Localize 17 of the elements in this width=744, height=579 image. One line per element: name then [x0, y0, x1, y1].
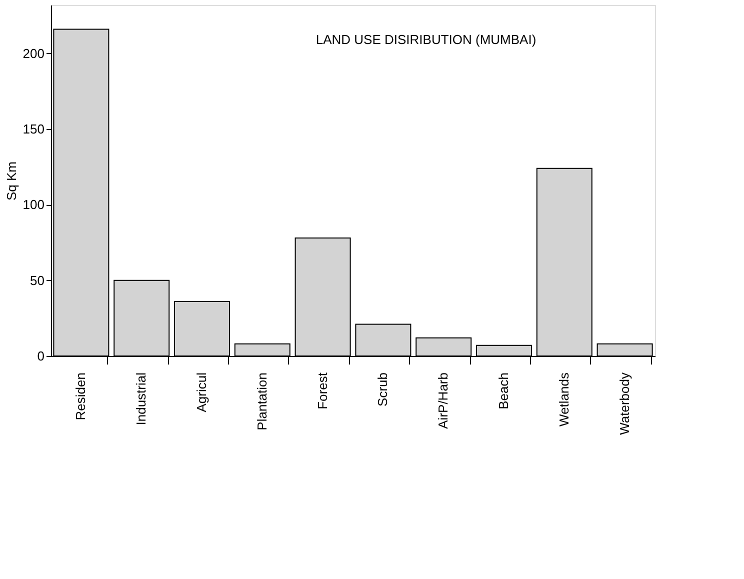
text: LAND USE DISIRIBUTION (MUMBAI): [316, 32, 536, 47]
x-tick-label: Scrub: [375, 372, 390, 406]
x-tick-label: AirP/Harb: [436, 372, 451, 429]
x-tick-label: Industrial: [134, 372, 149, 426]
x-tick-label: Agricul: [194, 372, 209, 412]
x-tick-label: Wetlands: [556, 372, 572, 426]
x-tick-label: Residen: [73, 372, 88, 420]
y-tick-label: 100: [22, 197, 44, 212]
y-tick-label: 50: [30, 272, 44, 288]
y-tick-label: 150: [22, 122, 44, 137]
x-tick-label: Beach: [496, 372, 511, 410]
x-tick-label: Forest: [314, 372, 330, 410]
y-tick-label: 0: [37, 348, 44, 364]
x-tick-label: Waterbody: [616, 372, 632, 435]
y-axis-title: Sq Km: [4, 161, 19, 201]
y-tick-label: 200: [22, 46, 44, 61]
x-tick-label: Plantation: [254, 372, 270, 430]
